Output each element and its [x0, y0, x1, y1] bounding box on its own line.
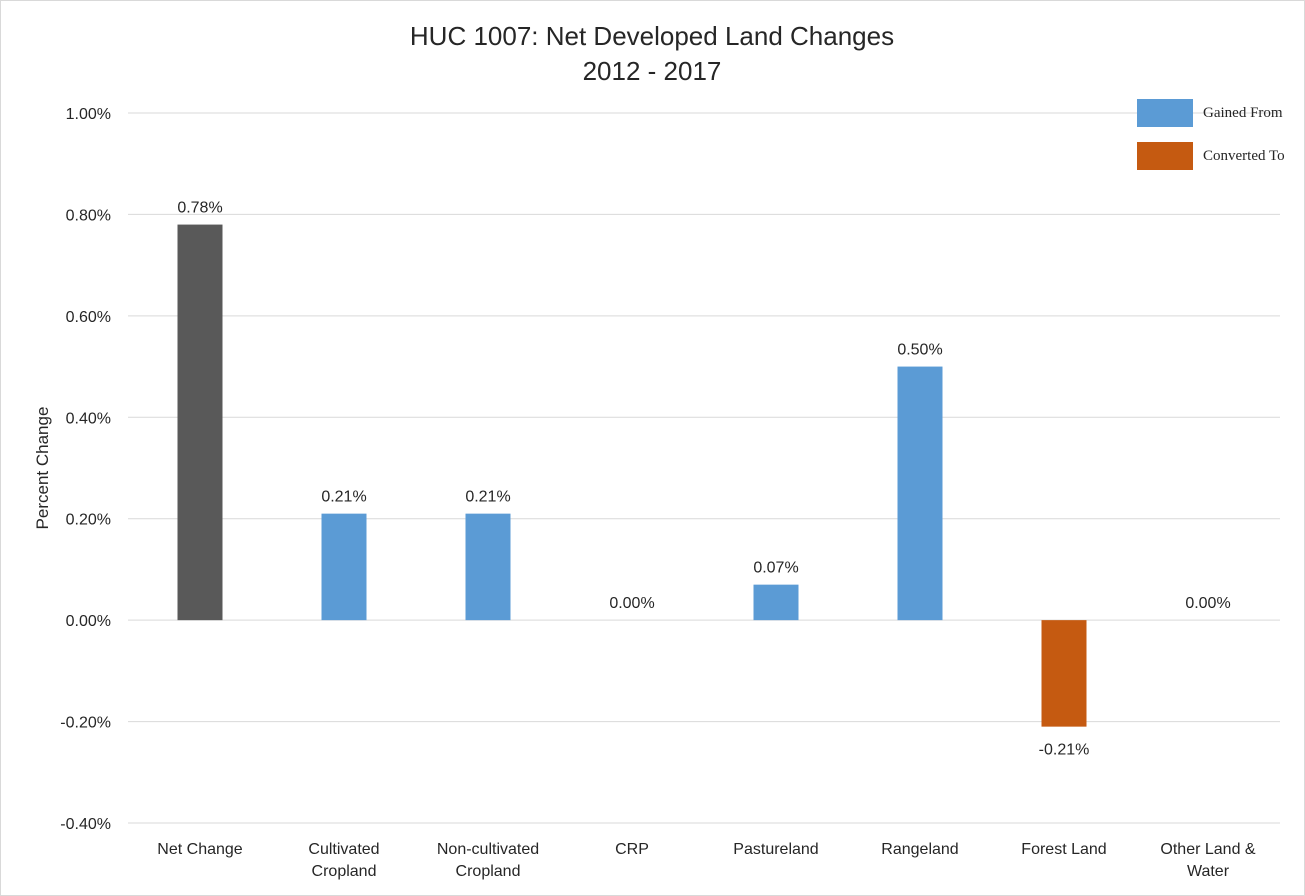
y-tick-label: -0.40%: [60, 816, 111, 833]
data-labels: 0.78% 0.21% 0.21% 0.00% 0.07% 0.50% -0.21% 0.00…: [177, 200, 1230, 759]
data-label: 0.21%: [465, 489, 510, 506]
bar: [321, 513, 367, 621]
legend: Gained From Converted To: [1137, 99, 1285, 170]
category-label: Rangeland: [881, 841, 958, 858]
chart-subtitle: 2012 - 2017: [583, 56, 722, 86]
category-label: Forest Land: [1021, 841, 1106, 858]
category-label: Pastureland: [733, 841, 818, 858]
category-label: CRP: [615, 841, 649, 858]
data-label: -0.21%: [1039, 742, 1090, 759]
bar: [1041, 620, 1087, 727]
y-tick-label: 0.60%: [66, 309, 111, 326]
bar: [897, 366, 943, 621]
category-label: Net Change: [157, 841, 242, 858]
y-tick-label: 0.00%: [66, 613, 111, 630]
bar: [177, 224, 223, 621]
y-tick-label: 0.80%: [66, 207, 111, 224]
y-tick-label: 1.00%: [66, 106, 111, 123]
gridlines: [128, 112, 1280, 824]
category-labels: Net Change Cultivated Cropland Non-cultivat…: [157, 841, 1256, 880]
bars: [177, 224, 1087, 727]
bar: [465, 513, 511, 621]
y-tick-label: 0.20%: [66, 512, 111, 529]
y-tick-labels: 1.00% 0.80% 0.60% 0.40% 0.20% 0.00% -0.20% -0.4…: [60, 106, 111, 833]
data-label: 0.78%: [177, 200, 222, 217]
bar: [753, 584, 799, 621]
data-label: 0.00%: [609, 595, 654, 612]
y-tick-label: 0.40%: [66, 410, 111, 427]
y-tick-label: -0.20%: [60, 715, 111, 732]
legend-label: Gained From: [1203, 105, 1283, 121]
category-label: Water: [1187, 863, 1230, 880]
data-label: 0.50%: [897, 342, 942, 359]
category-label: Cropland: [312, 863, 377, 880]
legend-swatch: [1137, 99, 1193, 127]
category-label: Other Land &: [1160, 841, 1256, 858]
data-label: 0.07%: [753, 560, 798, 577]
y-axis-label: Percent Change: [33, 407, 52, 530]
data-label: 0.21%: [321, 489, 366, 506]
data-label: 0.00%: [1185, 595, 1230, 612]
category-label: Cultivated: [308, 841, 379, 858]
legend-label: Converted To: [1203, 148, 1285, 164]
legend-swatch: [1137, 142, 1193, 170]
category-label: Cropland: [456, 863, 521, 880]
category-label: Non-cultivated: [437, 841, 539, 858]
chart-title: HUC 1007: Net Developed Land Changes: [410, 21, 894, 51]
